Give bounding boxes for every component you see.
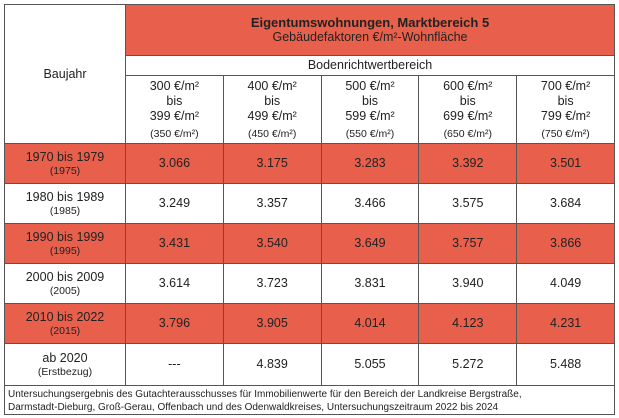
column-header-line: 300 €/m²	[149, 78, 200, 93]
value-cell: 5.055	[320, 343, 420, 386]
row-label-cell: 1990 bis 1999 (1995)	[4, 223, 126, 264]
column-header-line: 799 €/m²	[540, 108, 591, 123]
value-cell: 5.272	[418, 343, 518, 386]
row-label: 1980 bis 1989	[25, 189, 105, 204]
value-cell: 3.866	[516, 223, 615, 264]
row-label: 2010 bis 2022	[25, 309, 105, 324]
column-header-line: (650 €/m²)	[443, 127, 492, 140]
value-cell: 3.831	[320, 263, 420, 304]
group-cell: Bodenrichtwertbereich	[125, 55, 615, 76]
row-sublabel: (2005)	[49, 284, 81, 297]
row-label: ab 2020	[42, 350, 88, 365]
value-cell: 3.066	[125, 143, 224, 184]
value-cell: 3.614	[125, 263, 224, 304]
data-row: 1970 bis 1979 (1975) 3.066 3.175 3.283 3.392 3…	[4, 143, 615, 184]
value-cell: 3.757	[418, 223, 518, 264]
value-cell: 4.123	[418, 303, 518, 344]
row-label: 1970 bis 1979	[25, 149, 105, 164]
footnote: Untersuchungsergebnis des Gutachteraussc…	[4, 386, 615, 415]
value-cell: 3.357	[222, 183, 322, 224]
data-row: 2010 bis 2022 (2015) 3.796 3.905 4.014 4.123 4…	[4, 303, 615, 344]
value-cell: 5.488	[516, 343, 615, 386]
row-label-cell: 1980 bis 1989 (1985)	[4, 183, 126, 224]
column-header-line: 399 €/m²	[149, 108, 200, 123]
value-cell: 3.501	[516, 143, 615, 184]
value-cell: 3.723	[222, 263, 322, 304]
row-label-cell: 2010 bis 2022 (2015)	[4, 303, 126, 344]
value-cell: 3.684	[516, 183, 615, 224]
value-cell: ---	[125, 343, 224, 386]
column-header-line: 400 €/m²	[247, 78, 297, 93]
value-cell: 3.431	[125, 223, 224, 264]
value-cell: 3.575	[418, 183, 518, 224]
data-row: 1980 bis 1989 (1985) 3.249 3.357 3.466 3.575 3…	[4, 183, 615, 224]
table: Baujahr Eigentumswohnungen, Marktbereich …	[4, 4, 615, 386]
value-cell: 4.231	[516, 303, 615, 344]
column-header: 400 €/m² bis 499 €/m² (450 €/m²)	[222, 75, 322, 144]
corner-cell: Baujahr	[4, 4, 126, 144]
column-header-line: bis	[264, 93, 281, 108]
column-header-line: 500 €/m²	[345, 78, 395, 93]
column-header-line: (550 €/m²)	[345, 127, 395, 140]
value-cell: 3.905	[222, 303, 322, 344]
header-row: 300 €/m² bis 399 €/m² (350 €/m²) 400 €/m² bis…	[5, 75, 615, 144]
column-header-line: (750 €/m²)	[541, 127, 590, 140]
value-cell: 3.175	[222, 143, 322, 184]
value-cell: 4.839	[222, 343, 322, 386]
column-header: 600 €/m² bis 699 €/m² (650 €/m²)	[418, 75, 518, 144]
footnote-line: Untersuchungsergebnis des Gutachteraussc…	[8, 389, 522, 400]
column-header-line: 599 €/m²	[345, 108, 395, 123]
data-row: 2000 bis 2009 (2005) 3.614 3.723 3.831 3.940 4…	[4, 263, 615, 304]
column-header-line: 699 €/m²	[443, 108, 493, 123]
column-header-line: (450 €/m²)	[247, 127, 297, 140]
column-header: 700 €/m² bis 799 €/m² (750 €/m²)	[516, 75, 615, 144]
row-label: 1990 bis 1999	[25, 229, 105, 244]
title: Eigentumswohnungen, Marktbereich 5	[250, 15, 490, 30]
value-cell: 3.649	[320, 223, 420, 264]
value-cell: 3.283	[320, 143, 420, 184]
column-header-line: bis	[166, 93, 183, 108]
subtitle: Gebäudefaktoren €/m²-Wohnfläche	[272, 30, 468, 44]
title-cell: Eigentumswohnungen, Marktbereich 5 Gebäud…	[125, 4, 615, 56]
value-cell: 3.249	[125, 183, 224, 224]
row-label: 2000 bis 2009	[25, 269, 105, 284]
value-cell: 3.540	[222, 223, 322, 264]
table-wrap: Baujahr Eigentumswohnungen, Marktbereich …	[4, 4, 615, 415]
header-row: Baujahr Eigentumswohnungen, Marktbereich …	[4, 4, 615, 144]
row-label-cell: 2000 bis 2009 (2005)	[4, 263, 126, 304]
value-cell: 3.940	[418, 263, 518, 304]
column-header: 300 €/m² bis 399 €/m² (350 €/m²)	[125, 75, 224, 144]
column-header-line: bis	[362, 93, 378, 108]
column-header-line: 499 €/m²	[247, 108, 297, 123]
row-sublabel: (1975)	[49, 164, 81, 177]
row-sublabel: (1985)	[49, 204, 81, 217]
value-cell: 4.014	[320, 303, 420, 344]
column-header-line: (350 €/m²)	[150, 127, 199, 140]
column-header-line: 700 €/m²	[540, 78, 591, 93]
column-header: 500 €/m² bis 599 €/m² (550 €/m²)	[320, 75, 420, 144]
row-sublabel: (1995)	[49, 244, 81, 257]
data-row: 1990 bis 1999 (1995) 3.431 3.540 3.649 3.757 3…	[4, 223, 615, 264]
value-cell: 3.392	[418, 143, 518, 184]
row-label-cell: ab 2020 (Erstbezug)	[4, 343, 126, 386]
value-cell: 3.466	[320, 183, 420, 224]
row-sublabel: (Erstbezug)	[37, 365, 93, 378]
value-cell: 4.049	[516, 263, 615, 304]
row-label-cell: 1970 bis 1979 (1975)	[4, 143, 126, 184]
data-row: ab 2020 (Erstbezug) --- 4.839 5.055 5.272 5.48…	[4, 343, 615, 386]
column-header-line: bis	[557, 93, 574, 108]
value-cell: 3.796	[125, 303, 224, 344]
row-sublabel: (2015)	[49, 324, 81, 337]
column-header-line: 600 €/m²	[443, 78, 493, 93]
column-header-line: bis	[459, 93, 476, 108]
footnote-line: Darmstadt-Dieburg, Groß-Gerau, Offenbach…	[8, 402, 499, 413]
